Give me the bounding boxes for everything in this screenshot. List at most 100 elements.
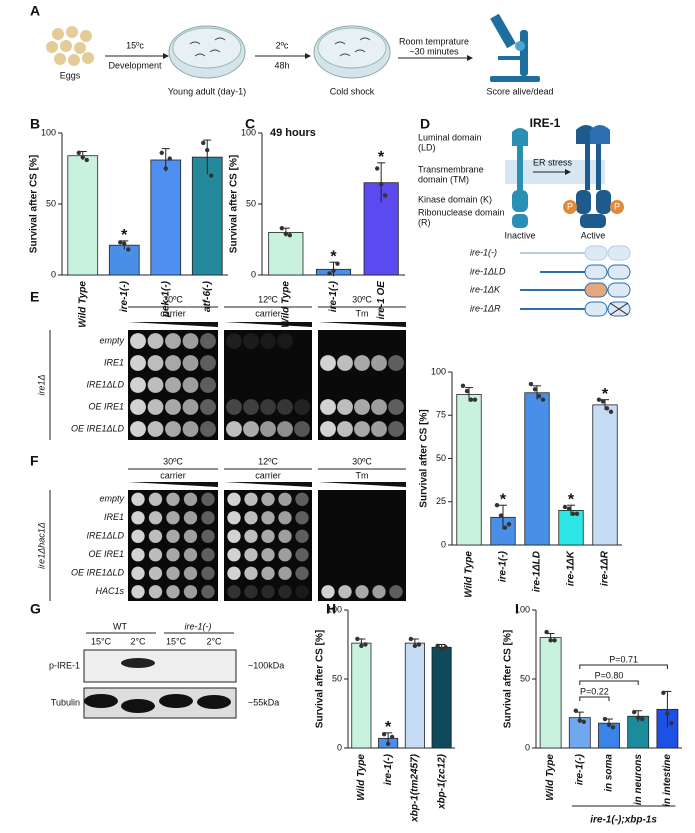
colony-spot [165, 333, 181, 349]
colony-spot [260, 421, 276, 437]
colony-spot [131, 548, 145, 562]
x-tick-label: atf-6(-) [202, 280, 213, 312]
colony-spot [201, 492, 215, 506]
strain-row-label: empty [99, 335, 124, 345]
colony-spot [277, 333, 293, 349]
bar [67, 155, 99, 276]
colony-spot [320, 399, 336, 415]
strain-row-label: IRE1 [104, 357, 124, 367]
data-point [632, 709, 637, 715]
plate-image [128, 490, 218, 601]
colony-spot [165, 377, 181, 393]
data-point [287, 233, 293, 238]
data-point [163, 166, 168, 171]
dish-icon [168, 25, 246, 79]
bar [431, 646, 452, 749]
data-point [205, 147, 210, 153]
colony-spot [294, 399, 310, 415]
colony-spot [182, 355, 199, 371]
data-point [548, 638, 553, 643]
condition-temp: 30ºC [163, 456, 183, 466]
data-point [570, 511, 576, 517]
data-point [506, 522, 512, 527]
x-tick-label: ire-1(-) [383, 753, 394, 785]
colony-spot [261, 529, 275, 543]
data-point [610, 725, 616, 730]
comparison-bracket [579, 664, 668, 669]
colony-spot [295, 529, 309, 543]
colony-spot [337, 421, 353, 437]
panel-label: A [30, 3, 40, 19]
significance: * [602, 386, 609, 403]
size-label: ~100kDa [248, 660, 284, 670]
colony-spot [261, 492, 275, 506]
dilution-wedge [224, 482, 312, 487]
data-point [408, 636, 414, 642]
arrow-label: 15ºc [126, 40, 144, 50]
colony-spot [295, 511, 309, 525]
colony-spot [183, 585, 198, 599]
colony-spot [278, 492, 292, 506]
p-value: P=0.80 [595, 670, 624, 680]
domain-label: domain (TM) [418, 174, 469, 184]
data-point [76, 150, 81, 156]
data-point [279, 225, 285, 231]
y-tick-label: 50 [332, 673, 342, 683]
data-point [566, 506, 572, 511]
colony-spot [165, 355, 181, 371]
lane-label: 15°C [91, 636, 112, 646]
colony-spot [226, 333, 242, 349]
colony-spot [354, 399, 370, 415]
colony-spot [200, 421, 216, 437]
constructs [520, 245, 631, 317]
plate-image [318, 490, 406, 601]
strain-row-label: IRE1ΔLD [86, 531, 124, 541]
data-point [435, 643, 440, 649]
colony-spot [200, 333, 216, 349]
data-point [532, 387, 538, 392]
colony-spot [201, 529, 215, 543]
data-point [159, 150, 164, 156]
colony-spot [182, 421, 199, 437]
y-tick-label: 50 [246, 198, 256, 208]
colony-spot [261, 548, 275, 562]
domain-label: Ribonuclease domain [418, 207, 505, 217]
bar [524, 392, 550, 546]
significance: * [121, 227, 128, 244]
y-tick-label: 100 [515, 604, 530, 614]
data-point [562, 504, 568, 510]
colony-spot [227, 492, 241, 506]
colony-spot [200, 377, 216, 393]
y-tick-label: 100 [241, 127, 256, 137]
colony-spot [165, 399, 181, 415]
colony-spot [244, 529, 258, 543]
data-point [381, 732, 387, 737]
data-point [283, 231, 289, 237]
data-point [327, 271, 332, 276]
comparison-bracket [579, 680, 639, 685]
colony-spot [130, 355, 146, 371]
x-tick-label: xbp-1(tm2457) [410, 753, 421, 822]
colony-spot [244, 548, 258, 562]
data-point [126, 247, 131, 252]
bar [592, 404, 618, 546]
colony-spot [278, 511, 292, 525]
domain-label: (LD) [418, 142, 436, 152]
y-tick-label: 0 [337, 742, 342, 752]
y-tick-label: 75 [436, 410, 446, 420]
bar [456, 394, 482, 546]
data-point [363, 642, 368, 647]
data-point [460, 383, 466, 389]
data-point [596, 397, 602, 402]
stress-label: ER stress [533, 157, 573, 167]
data-point [84, 157, 89, 163]
y-axis-label: Survival after CS [%] [229, 155, 240, 253]
colony-spot [244, 566, 258, 580]
strain-row-label: IRE1 [104, 512, 124, 522]
plate-image [224, 490, 312, 601]
data-point [412, 643, 418, 649]
colony-spot [182, 377, 199, 393]
blot-label: Tubulin [51, 697, 80, 707]
data-point [574, 511, 580, 517]
data-point [416, 642, 422, 647]
